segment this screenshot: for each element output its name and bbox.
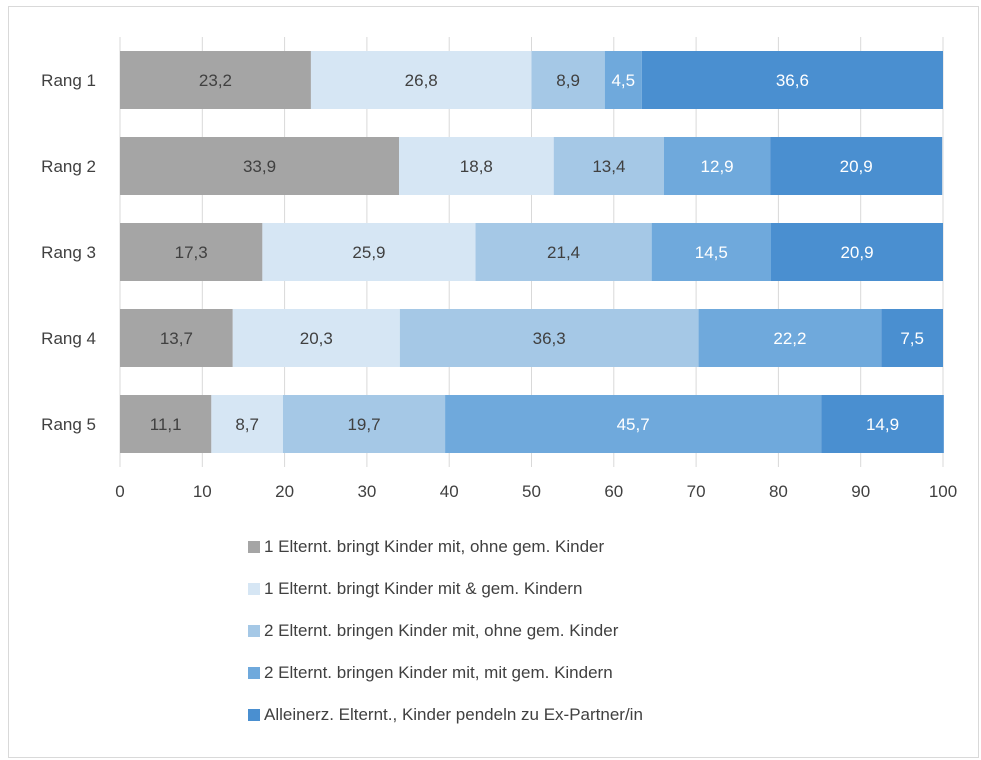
data-label: 21,4	[547, 243, 580, 262]
bar-segment	[398, 137, 554, 195]
bar-segment	[770, 223, 943, 281]
data-label: 14,5	[695, 243, 728, 262]
legend-item: 1 Elternt. bringt Kinder mit & gem. Kind…	[248, 578, 643, 599]
bar-segment	[120, 51, 311, 109]
data-label: 45,7	[617, 415, 650, 434]
bar-segment	[553, 137, 665, 195]
category-label: Rang 1	[41, 71, 96, 90]
legend-label: 2 Elternt. bringen Kinder mit, mit gem. …	[264, 662, 613, 682]
data-label: 14,9	[866, 415, 899, 434]
legend-swatch	[248, 708, 260, 721]
legend-item: 2 Elternt. bringen Kinder mit, ohne gem.…	[248, 620, 643, 641]
data-label: 7,5	[900, 329, 924, 348]
data-label: 4,5	[611, 71, 635, 90]
bar-segment	[770, 137, 943, 195]
bar-segment	[641, 51, 943, 109]
x-tick-label: 10	[193, 482, 212, 501]
data-label: 33,9	[243, 157, 276, 176]
legend-label: 1 Elternt. bringt Kinder mit & gem. Kind…	[264, 578, 583, 598]
x-tick-label: 80	[769, 482, 788, 501]
x-tick-label: 70	[687, 482, 706, 501]
bar-segment	[282, 395, 446, 453]
bar-segment	[120, 223, 263, 281]
data-label: 20,9	[840, 243, 873, 262]
data-label: 17,3	[175, 243, 208, 262]
bar-segment	[232, 309, 400, 367]
category-label: Rang 5	[41, 415, 96, 434]
x-tick-label: 20	[275, 482, 294, 501]
x-tick-label: 30	[357, 482, 376, 501]
category-label: Rang 2	[41, 157, 96, 176]
legend-item: 1 Elternt. bringt Kinder mit, ohne gem. …	[248, 536, 643, 557]
legend-swatch	[248, 666, 260, 679]
legend-swatch	[248, 582, 260, 595]
legend-item: 2 Elternt. bringen Kinder mit, mit gem. …	[248, 662, 643, 683]
bar-segment	[211, 395, 283, 453]
data-label: 36,3	[533, 329, 566, 348]
bar-segment	[445, 395, 822, 453]
legend-swatch	[248, 624, 260, 637]
legend-swatch	[248, 540, 260, 553]
bar-segment	[310, 51, 532, 109]
bar-segment	[475, 223, 652, 281]
data-label: 13,7	[160, 329, 193, 348]
data-label: 11,1	[150, 415, 182, 434]
data-label: 13,4	[592, 157, 625, 176]
data-label: 12,9	[701, 157, 734, 176]
x-tick-label: 60	[604, 482, 623, 501]
bar-segment	[821, 395, 944, 453]
bar-segment	[698, 309, 882, 367]
bar-segment	[399, 309, 699, 367]
x-tick-label: 50	[522, 482, 541, 501]
x-tick-label: 90	[851, 482, 870, 501]
bar-segment	[651, 223, 771, 281]
data-label: 20,3	[300, 329, 333, 348]
bar-segment	[604, 51, 642, 109]
data-label: 18,8	[460, 157, 493, 176]
data-label: 26,8	[405, 71, 438, 90]
data-label: 20,9	[840, 157, 873, 176]
x-tick-label: 0	[115, 482, 124, 501]
bar-segment	[664, 137, 771, 195]
bar-segment	[120, 309, 233, 367]
bar-segment	[120, 137, 399, 195]
category-label: Rang 4	[41, 329, 96, 348]
chart-legend: 1 Elternt. bringt Kinder mit, ohne gem. …	[248, 536, 643, 746]
legend-label: Alleinerz. Elternt., Kinder pendeln zu E…	[264, 704, 643, 724]
bar-segment	[120, 395, 212, 453]
category-label: Rang 3	[41, 243, 96, 262]
bar-segment	[531, 51, 605, 109]
data-label: 36,6	[776, 71, 809, 90]
legend-item: Alleinerz. Elternt., Kinder pendeln zu E…	[248, 704, 643, 725]
data-label: 25,9	[352, 243, 385, 262]
legend-label: 2 Elternt. bringen Kinder mit, ohne gem.…	[264, 620, 619, 640]
x-tick-label: 100	[929, 482, 957, 501]
legend-label: 1 Elternt. bringt Kinder mit, ohne gem. …	[264, 536, 605, 556]
data-label: 19,7	[347, 415, 380, 434]
data-label: 23,2	[199, 71, 232, 90]
bar-segment	[262, 223, 476, 281]
x-tick-label: 40	[440, 482, 459, 501]
bar-segment	[881, 309, 943, 367]
data-label: 8,9	[556, 71, 580, 90]
stacked-bar-chart: 23,2 26,8 8,9 4,5 36,6 Rang 1 33,9 18,8 13,4 12,9…	[41, 37, 957, 501]
data-label: 8,7	[235, 415, 259, 434]
chart-frame	[8, 6, 979, 758]
data-label: 22,2	[773, 329, 806, 348]
